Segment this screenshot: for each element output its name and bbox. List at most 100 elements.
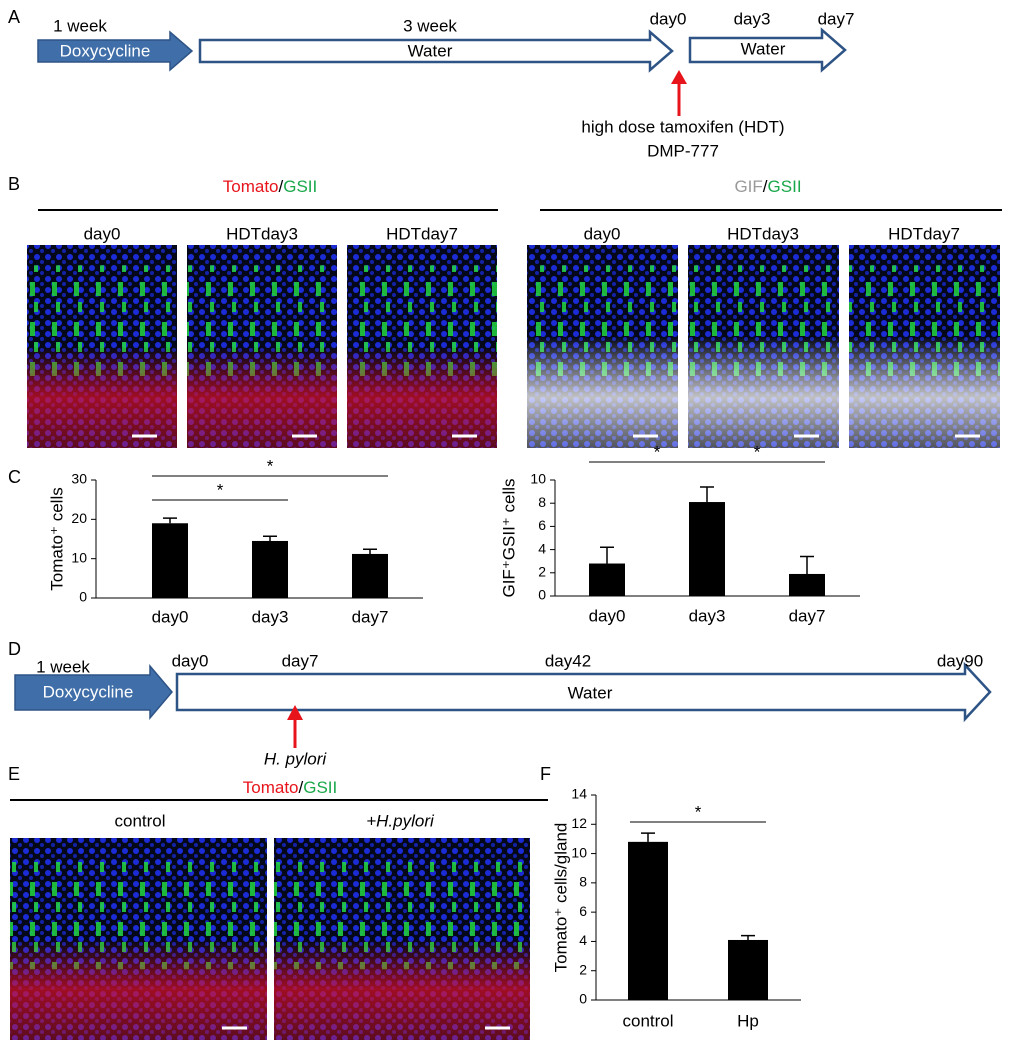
day-label: day0 [650, 9, 687, 28]
duration: 3 week [403, 16, 457, 35]
micrograph-band [688, 245, 839, 448]
image-label: day0 [84, 224, 121, 243]
stain: GIF [734, 177, 762, 196]
error-bar [741, 934, 755, 940]
panel-letter: A [8, 7, 20, 27]
step-label: Water [408, 41, 453, 60]
y-tick-label: 6 [579, 903, 587, 919]
stain: GSII [768, 177, 802, 196]
panel-letter: B [8, 174, 20, 194]
y-tick-label: 8 [579, 874, 587, 890]
panel-letters: A B C D E F [8, 7, 551, 784]
micrograph-band [527, 245, 678, 448]
stain-title: Tomato/GSII [243, 778, 338, 797]
timeline-d: 1 week Doxycycline day0 day7 day42 day90… [14, 651, 992, 768]
stain: GSII [303, 778, 337, 797]
micrograph-band [27, 245, 177, 448]
y-tick-label: 4 [538, 540, 546, 556]
panel-letter: D [8, 639, 21, 659]
day-label: day0 [172, 651, 209, 670]
panel-b: Tomato/GSII GIF/GSII day0 HDTday3 HDTday… [27, 177, 1002, 448]
y-tick-label: 20 [71, 510, 87, 526]
micrograph-band [10, 838, 267, 1040]
treatment: high dose tamoxifen (HDT) [581, 117, 784, 136]
timeline-a: 1 week Doxycycline 3 week Water day0 day… [37, 9, 855, 160]
arrow [37, 30, 194, 72]
y-tick-label: 0 [538, 587, 546, 603]
bar [789, 573, 825, 596]
y-axis-label: GIF⁺GSII⁺ cells [499, 478, 518, 597]
x-tick-label: Hp [737, 1011, 759, 1030]
x-tick-label: day3 [689, 606, 726, 625]
image-label: HDTday7 [386, 224, 458, 243]
error-bar [800, 555, 814, 574]
step-label: Water [568, 683, 613, 702]
bar [589, 563, 625, 596]
bar-chart: 0 2 4 6 8 10 GIF⁺GSII⁺ cells day0 day3 day7 * * [499, 442, 860, 625]
image-label: HDTday7 [888, 224, 960, 243]
micrographs [10, 838, 530, 1040]
y-tick-label: 2 [579, 961, 587, 977]
significance-label: * [654, 442, 661, 461]
significance-label: * [695, 802, 702, 821]
y-axis-label: Tomato⁺ cells/gland [551, 823, 570, 973]
bar-chart: 0 10 20 30 Tomato⁺ cells day0 day3 day7 * * [47, 456, 423, 626]
y-tick-label: 10 [530, 471, 546, 487]
panel-letter: F [540, 764, 551, 784]
treatment: DMP-777 [647, 141, 719, 160]
micrograph-band [274, 838, 530, 1040]
bar [728, 939, 768, 1000]
arrow [14, 663, 173, 721]
arrow [175, 661, 992, 723]
day-label: day7 [282, 651, 319, 670]
x-tick-label: day7 [352, 607, 389, 626]
image-label: control [114, 811, 165, 830]
day-label: day90 [937, 651, 983, 670]
y-tick-label: 14 [571, 786, 587, 802]
significance-label: * [754, 442, 761, 461]
micrograph-band [849, 245, 1000, 448]
image-label: HDTday3 [226, 224, 298, 243]
error-bar [363, 548, 377, 554]
micrographs [27, 245, 1000, 448]
stain: / [299, 778, 304, 797]
error-bar [700, 486, 714, 503]
image-label: HDTday3 [727, 224, 799, 243]
stain: / [763, 177, 768, 196]
day-label: day7 [818, 9, 855, 28]
y-tick-label: 6 [538, 517, 546, 533]
y-tick-label: 12 [571, 815, 587, 831]
stain: Tomato [223, 177, 279, 196]
x-tick-label: day0 [589, 606, 626, 625]
bar [252, 540, 288, 598]
x-tick-label: day0 [152, 607, 189, 626]
y-tick-label: 8 [538, 494, 546, 510]
stain-title: GIF/GSII [734, 177, 801, 196]
treatment: H. pylori [264, 749, 328, 768]
y-tick-label: 4 [579, 932, 587, 948]
red-arrow-head [287, 705, 303, 720]
bar [628, 841, 668, 1000]
y-axis-label: Tomato⁺ cells [47, 487, 66, 590]
charts: 0 10 20 30 Tomato⁺ cells day0 day3 day7 * * 0 2 4 6 8 1… [47, 442, 860, 1030]
arrow [688, 27, 847, 73]
step-label: Doxycycline [43, 682, 134, 701]
micrograph-band [187, 245, 337, 448]
error-bar [600, 546, 614, 564]
arrow [198, 29, 674, 73]
y-tick-label: 0 [79, 589, 87, 605]
red-arrow-head [671, 70, 687, 84]
panel-letter: C [8, 467, 21, 487]
y-tick-label: 30 [71, 471, 87, 487]
panel-e: Tomato/GSII control +H.pylori [10, 778, 548, 1040]
error-bar [263, 535, 277, 541]
y-tick-label: 10 [71, 549, 87, 565]
stain: GSII [283, 177, 317, 196]
x-tick-label: day7 [789, 606, 826, 625]
y-tick-label: 10 [571, 844, 587, 860]
error-bar [163, 517, 177, 524]
image-label: +H.pylori [366, 811, 435, 830]
step-label: Doxycycline [60, 41, 151, 60]
day-label: day42 [545, 651, 591, 670]
